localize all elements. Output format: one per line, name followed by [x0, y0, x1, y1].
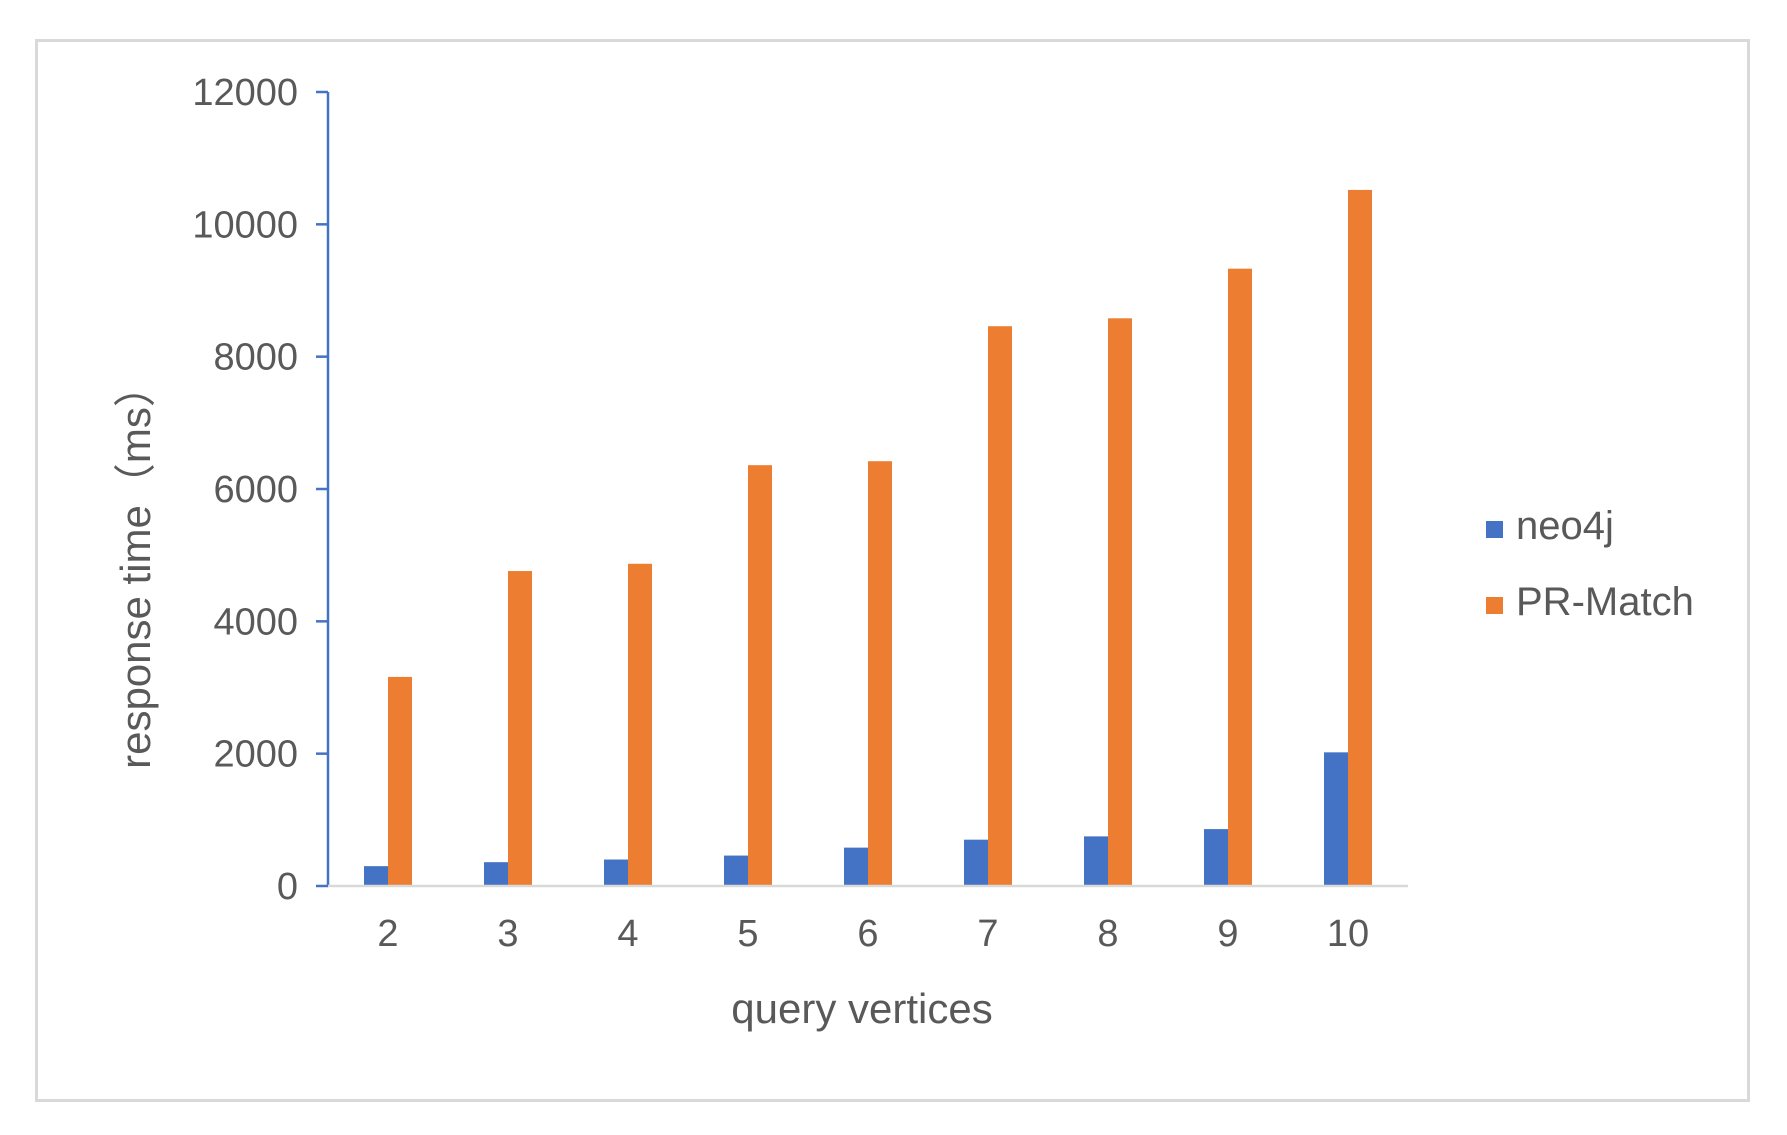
y-tick-label: 4000 [213, 601, 298, 643]
x-tick-label: 5 [737, 913, 758, 955]
bar-neo4j-8 [1084, 836, 1108, 886]
bar-neo4j-7 [964, 839, 988, 886]
bar-neo4j-3 [484, 862, 508, 886]
bar-pr-match-3 [508, 571, 532, 886]
y-tick-label: 2000 [213, 734, 298, 776]
legend-label: neo4j [1516, 504, 1614, 548]
bar-neo4j-6 [844, 847, 868, 886]
x-tick-labels: 2 3 4 5 6 7 8 9 10 [377, 913, 1369, 955]
x-tick-label: 8 [1097, 913, 1118, 955]
axes-group [316, 90, 1408, 888]
bar-neo4j-5 [724, 855, 748, 886]
bar-neo4j-2 [364, 866, 388, 886]
y-tick-label: 10000 [192, 204, 298, 246]
legend-label: PR-Match [1516, 580, 1694, 624]
y-tick-label: 6000 [213, 469, 298, 511]
y-tick-label: 0 [277, 866, 298, 908]
bar-pr-match-8 [1108, 318, 1132, 886]
x-tick-label: 6 [857, 913, 878, 955]
x-tick-label: 4 [617, 913, 638, 955]
bars-group [364, 189, 1372, 887]
legend: neo4j PR-Match [1486, 504, 1694, 624]
x-tick-label: 10 [1327, 913, 1369, 955]
bar-pr-match-6 [868, 461, 892, 886]
bar-pr-match-2 [388, 676, 412, 886]
bar-pr-match-5 [748, 465, 772, 886]
legend-swatch-neo4j [1486, 521, 1503, 538]
x-axis-title: query vertices [731, 985, 992, 1032]
x-tick-label: 2 [377, 913, 398, 955]
y-tick-label: 8000 [213, 337, 298, 379]
bar-neo4j-9 [1204, 829, 1228, 886]
y-tick-label: 12000 [192, 72, 298, 114]
bar-pr-match-10 [1348, 189, 1372, 887]
chart-frame [35, 39, 1750, 1102]
bar-neo4j-4 [604, 859, 628, 886]
y-axis-title: response time（ms） [112, 365, 159, 769]
bar-pr-match-7 [988, 326, 1012, 887]
x-tick-label: 3 [497, 913, 518, 955]
y-tick-labels: 0 2000 4000 6000 8000 10000 12000 [192, 72, 298, 908]
bar-neo4j-10 [1324, 752, 1348, 886]
x-tick-label: 7 [977, 913, 998, 955]
bar-pr-match-9 [1228, 268, 1252, 886]
x-tick-label: 9 [1217, 913, 1238, 955]
legend-swatch-pr-match [1486, 597, 1503, 614]
bar-pr-match-4 [628, 563, 652, 886]
